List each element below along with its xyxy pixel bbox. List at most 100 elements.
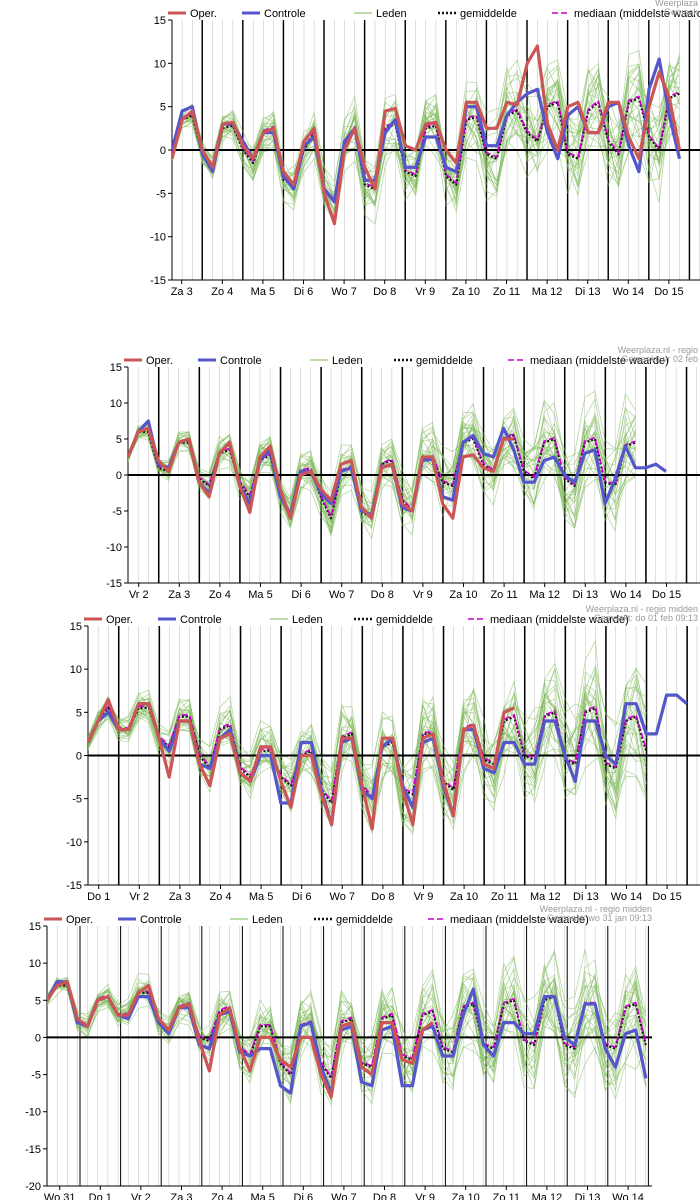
legend-controle-label: Controle	[180, 614, 222, 626]
watermark-text: Gemaakt: wo 31 jan 09:13	[547, 913, 652, 923]
x-tick-label: Vr 9	[415, 286, 435, 298]
plot-area	[47, 949, 652, 1107]
ensemble-member-line	[88, 664, 647, 815]
x-tick-label: Wo 14	[611, 891, 643, 903]
x-tick-label: Zo 4	[209, 589, 231, 601]
oper-series-line	[47, 980, 434, 1099]
ensemble-member-line	[88, 672, 647, 833]
legend-controle-label: Controle	[140, 914, 182, 926]
x-tick-label: Do 8	[371, 589, 394, 601]
y-tick-label: 0	[76, 751, 82, 763]
x-tick-label: Wo 14	[613, 286, 645, 298]
y-tick-label: 10	[110, 398, 122, 410]
x-tick-label: Wo 14	[612, 1192, 644, 1200]
legend-gemiddelde-label: gemiddelde	[376, 614, 433, 626]
x-tick-label: Do 1	[89, 1192, 112, 1200]
legend-mediaan-label: mediaan (middelste waarde)	[574, 8, 700, 20]
x-tick-label: Vr 9	[415, 1192, 435, 1200]
x-tick-label: Za 10	[449, 589, 477, 601]
y-tick-label: 10	[154, 58, 166, 70]
y-tick-label: -10	[25, 1107, 41, 1119]
ensemble-member-line	[88, 688, 647, 810]
legend-controle-label: Controle	[220, 355, 262, 367]
chart-panel-1: 15 10 5 0 -5 -10 -15 Za 3 Zo 4 Ma 5 Di 6 Wo 7 Do 8 Vr…	[150, 0, 700, 298]
y-tick-label: 5	[35, 995, 41, 1007]
legend-oper-label: Oper.	[190, 8, 217, 20]
ensemble-member-line	[47, 949, 647, 1071]
y-tick-label: 10	[70, 664, 82, 676]
x-tick-label: Di 13	[575, 286, 601, 298]
x-tick-label: Di 6	[294, 286, 314, 298]
x-tick-label: Za 3	[170, 1192, 192, 1200]
x-tick-label: Vr 2	[129, 891, 149, 903]
x-tick-label: Wo 7	[331, 1192, 356, 1200]
legend-leden-label: Leden	[252, 914, 283, 926]
x-tick-label: Zo 11	[493, 286, 520, 298]
x-tick-label: Zo 4	[211, 286, 233, 298]
gemiddelde-series-line	[47, 984, 647, 1080]
ensemble-member-line	[172, 59, 680, 207]
y-tick-label: -15	[25, 1144, 41, 1156]
x-tick-label: Ma 5	[251, 286, 275, 298]
y-tick-label: -15	[150, 275, 166, 287]
x-tick-label: Di 13	[572, 589, 598, 601]
x-tick-label: Wo 7	[330, 891, 355, 903]
x-tick-label: Za 3	[171, 286, 193, 298]
y-tick-label: -15	[66, 880, 82, 892]
x-tick-label: Wo 7	[331, 286, 356, 298]
chart-panel-3: 15 10 5 0 -5 -10 -15 Do 1 Vr 2 Za 3 Zo 4 Ma 5 Di 6 Wo…	[66, 604, 700, 903]
y-tick-label: -10	[150, 232, 166, 244]
y-tick-label: 10	[29, 958, 41, 970]
watermark-text: Weerplaza	[655, 0, 698, 8]
ensemble-member-line	[172, 74, 680, 197]
x-tick-label: Vr 9	[414, 891, 434, 903]
legend-gemiddelde-label: gemiddelde	[460, 8, 517, 20]
legend-mediaan-label: mediaan (middelste waarde)	[450, 914, 589, 926]
legend-leden-label: Leden	[376, 8, 407, 20]
ensemble-member-line	[88, 671, 647, 829]
x-tick-label: Za 10	[452, 286, 480, 298]
y-tick-label: 0	[160, 145, 166, 157]
x-tick-label: Wo 7	[329, 589, 354, 601]
ensemble-member-line	[88, 691, 647, 815]
legend-oper-label: Oper.	[66, 914, 93, 926]
y-tick-label: 5	[76, 707, 82, 719]
x-tick-label: Di 6	[294, 1192, 314, 1200]
y-tick-label: 0	[116, 470, 122, 482]
x-tick-label: Do 8	[373, 1192, 396, 1200]
legend-mediaan-label: mediaan (middelste waarde)	[490, 614, 629, 626]
y-tick-label: -15	[106, 578, 122, 590]
plot-area	[128, 390, 700, 540]
y-tick-label: 5	[116, 434, 122, 446]
x-tick-label: Ma 5	[249, 891, 273, 903]
y-tick-label: 5	[160, 102, 166, 114]
x-tick-label: Di 6	[291, 589, 311, 601]
gemiddelde-series-line	[88, 706, 648, 805]
x-tick-label: Do 1	[87, 891, 110, 903]
x-tick-label: Vr 2	[131, 1192, 151, 1200]
x-tick-label: Ma 5	[250, 1192, 274, 1200]
x-tick-label: Zo 4	[209, 891, 231, 903]
x-tick-label: Ma 12	[530, 891, 561, 903]
x-tick-label: Do 8	[371, 891, 394, 903]
oper-series-line	[88, 697, 515, 831]
x-tick-label: Za 3	[168, 589, 190, 601]
legend-leden-label: Leden	[292, 614, 323, 626]
x-tick-label: Di 13	[573, 891, 599, 903]
y-tick-label: -5	[156, 188, 166, 200]
y-tick-label: -5	[72, 794, 82, 806]
x-tick-label: Zo 11	[493, 1192, 520, 1200]
y-tick-label: -5	[112, 506, 122, 518]
plot-area	[172, 44, 700, 226]
legend-mediaan-label: mediaan (middelste waarde)	[530, 355, 669, 367]
y-tick-label: 15	[29, 921, 41, 933]
y-tick-label: -20	[25, 1181, 41, 1193]
ensemble-member-line	[172, 80, 680, 213]
x-tick-label: Do 15	[654, 286, 683, 298]
x-tick-label: Do 15	[652, 891, 681, 903]
x-tick-label: Do 8	[373, 286, 396, 298]
watermark-text: Weerplaza.nl - regio midden	[586, 604, 698, 614]
x-tick-label: Za 10	[450, 891, 478, 903]
legend-oper-label: Oper.	[106, 614, 133, 626]
y-tick-label: -10	[106, 542, 122, 554]
